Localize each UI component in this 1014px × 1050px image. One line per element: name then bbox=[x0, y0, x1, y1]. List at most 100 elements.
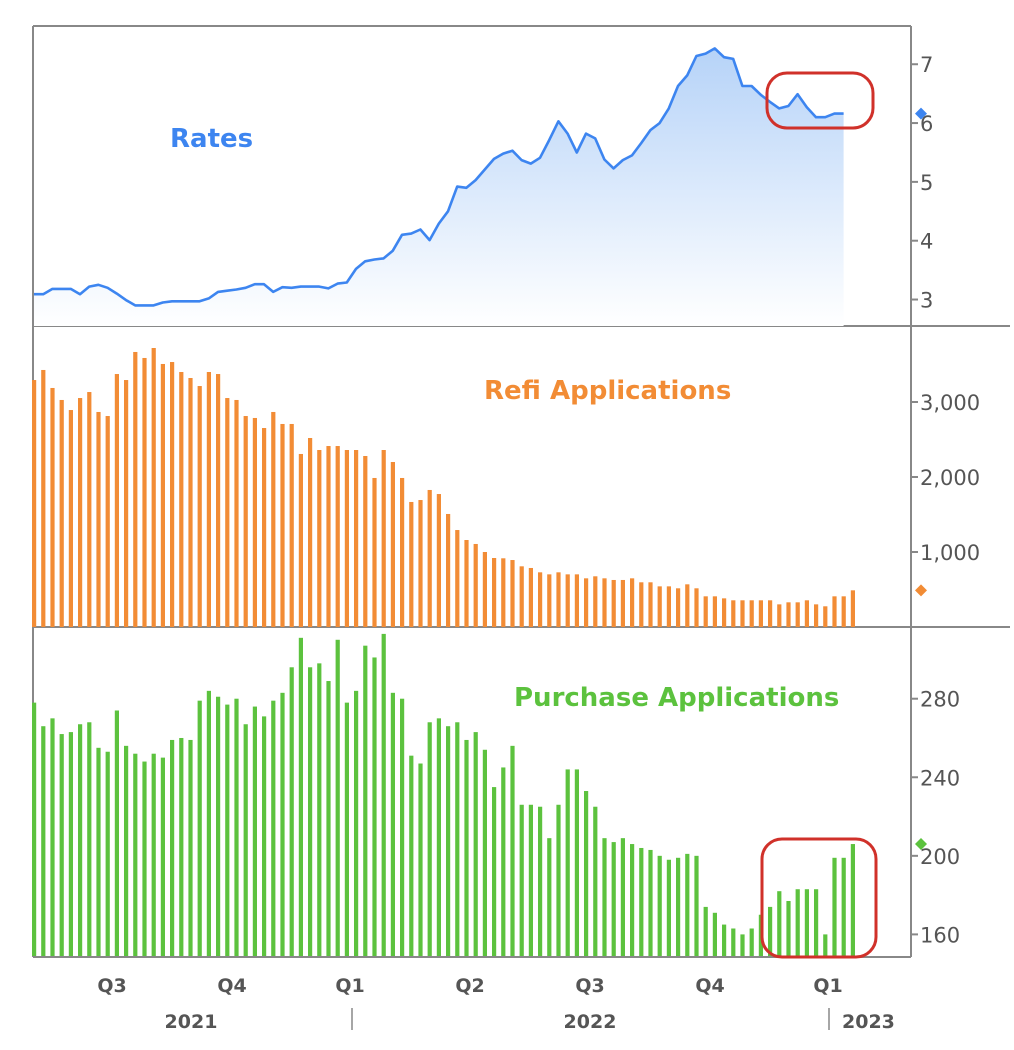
refi-bar bbox=[133, 351, 138, 627]
purchase-bar bbox=[464, 739, 469, 956]
purchase-bar bbox=[418, 763, 423, 956]
refi-latest-marker bbox=[915, 584, 927, 597]
purchase-bar bbox=[832, 857, 837, 956]
rates-y-tick-label: 6 bbox=[920, 112, 933, 136]
purchase-bar bbox=[436, 718, 441, 956]
purchase-bar bbox=[280, 692, 285, 956]
purchase-bar bbox=[648, 849, 653, 956]
purchase-panel: 160 200 240 280 bbox=[32, 633, 960, 956]
refi-bar bbox=[473, 543, 478, 627]
refi-bar bbox=[243, 416, 248, 627]
refi-bar bbox=[59, 399, 64, 627]
refi-bar bbox=[326, 446, 331, 627]
purchase-bar bbox=[584, 791, 589, 956]
refi-bar bbox=[381, 450, 386, 627]
refi-bar bbox=[841, 596, 846, 627]
refi-bar bbox=[528, 567, 533, 627]
refi-y-tick-label: 1,000 bbox=[920, 541, 980, 565]
refi-bar bbox=[749, 600, 754, 627]
purchase-bar bbox=[740, 934, 745, 956]
refi-bar bbox=[758, 600, 763, 627]
refi-bar bbox=[593, 576, 598, 627]
purchase-bar bbox=[335, 639, 340, 956]
refi-bar bbox=[455, 530, 460, 627]
purchase-bar bbox=[96, 747, 101, 956]
refi-bar bbox=[50, 387, 55, 627]
year-label: 2023 bbox=[842, 1011, 895, 1033]
purchase-bar bbox=[657, 855, 662, 956]
rates-y-tick-label: 5 bbox=[920, 171, 933, 195]
refi-bar bbox=[390, 462, 395, 627]
purchase-bar bbox=[234, 698, 239, 956]
refi-bar bbox=[630, 578, 635, 627]
purchase-bar bbox=[565, 769, 570, 956]
purchase-bar bbox=[602, 838, 607, 956]
refi-bar bbox=[32, 380, 37, 627]
refi-bar bbox=[151, 348, 156, 627]
purchase-bar bbox=[749, 928, 754, 956]
refi-bar bbox=[547, 574, 552, 627]
refi-bar bbox=[574, 574, 579, 627]
refi-bar bbox=[78, 398, 83, 627]
refi-bar bbox=[804, 600, 809, 627]
refi-bar bbox=[252, 417, 257, 627]
refi-bar bbox=[206, 372, 211, 627]
purchase-bar bbox=[298, 637, 303, 956]
purchase-bar bbox=[344, 702, 349, 956]
purchase-bar bbox=[841, 857, 846, 956]
rates-y-tick-label: 3 bbox=[920, 289, 933, 313]
purchase-bar bbox=[556, 804, 561, 956]
refi-bar bbox=[731, 600, 736, 627]
refi-bar bbox=[519, 566, 524, 627]
refi-bar bbox=[436, 494, 441, 627]
refi-bar bbox=[639, 582, 644, 627]
purchase-bar bbox=[620, 838, 625, 956]
purchase-bar bbox=[326, 681, 331, 956]
purchase-bar bbox=[501, 767, 506, 956]
purchase-bar bbox=[206, 690, 211, 956]
rates-y-tick-label: 7 bbox=[920, 53, 933, 77]
purchase-bar bbox=[105, 751, 110, 956]
purchase-bar bbox=[372, 657, 377, 956]
refi-bar bbox=[556, 572, 561, 627]
purchase-bar bbox=[473, 732, 478, 956]
refi-bar bbox=[768, 600, 773, 627]
purchase-bar bbox=[547, 838, 552, 956]
refi-bar bbox=[354, 450, 359, 627]
refi-bar bbox=[114, 374, 119, 627]
purchase-latest-marker bbox=[915, 838, 927, 851]
purchase-bar bbox=[170, 739, 175, 956]
refi-bar bbox=[832, 596, 837, 627]
quarter-label: Q1 bbox=[335, 975, 364, 997]
purchase-bar bbox=[666, 859, 671, 956]
purchase-bar bbox=[124, 745, 129, 956]
refi-bar bbox=[501, 558, 506, 627]
purchase-bar bbox=[390, 692, 395, 956]
refi-bar bbox=[602, 578, 607, 627]
purchase-highlight-box bbox=[760, 837, 878, 959]
refi-bar bbox=[657, 586, 662, 627]
refi-bar bbox=[298, 453, 303, 627]
refi-bar bbox=[160, 363, 165, 627]
purchase-bar bbox=[519, 804, 524, 956]
purchase-bar bbox=[160, 757, 165, 956]
purchase-bar bbox=[87, 722, 92, 956]
purchase-bar bbox=[78, 724, 83, 956]
refi-bar bbox=[740, 600, 745, 627]
refi-bar bbox=[400, 477, 405, 627]
refi-bar bbox=[335, 446, 340, 627]
refi-bar bbox=[216, 374, 221, 627]
purchase-bar bbox=[271, 700, 276, 956]
purchase-bar bbox=[510, 745, 515, 956]
refi-panel: 1,000 2,000 3,000 bbox=[32, 348, 980, 627]
purchase-y-tick-label: 160 bbox=[920, 923, 960, 947]
refi-bar bbox=[372, 477, 377, 627]
purchase-bar bbox=[823, 934, 828, 956]
quarter-label: Q2 bbox=[455, 975, 484, 997]
refi-bar bbox=[850, 590, 855, 627]
purchase-bar bbox=[409, 755, 414, 956]
purchase-bar bbox=[151, 753, 156, 956]
refi-bar bbox=[446, 513, 451, 627]
year-label: 2022 bbox=[564, 1011, 617, 1033]
